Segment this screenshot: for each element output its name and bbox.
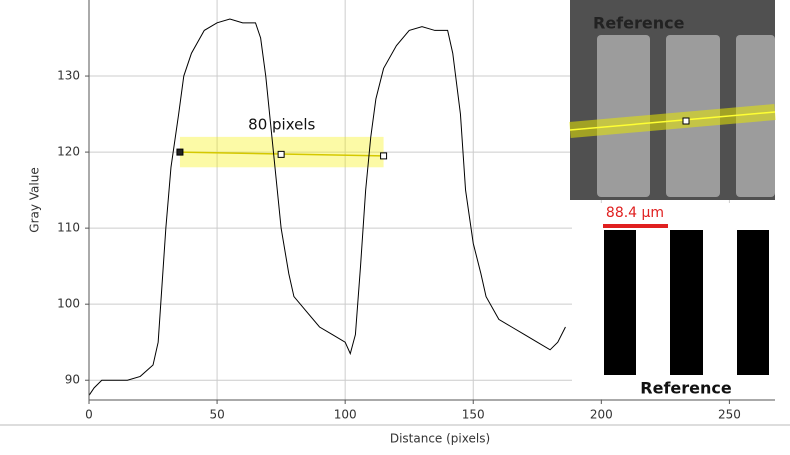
y-tick-label: 100 [57,297,80,311]
marker [277,150,285,158]
y-tick-label: 130 [57,69,80,83]
x-tick-label: 150 [462,408,485,422]
inset-label: Reference [593,14,685,33]
y-tick-label: 120 [57,145,80,159]
x-tick-label: 200 [590,408,613,422]
y-tick-label: 110 [57,221,80,235]
reference-pattern: 88.4 µm Reference [572,203,775,399]
data-line [89,18,566,396]
x-tick-label: 250 [718,408,741,422]
x-tick-label: 0 [85,408,93,422]
x-axis-title: Distance (pixels) [390,432,490,446]
scale-label: 88.4 µm [606,205,664,221]
reference-image: Reference [569,0,776,200]
plot-area: 80 pixels [89,0,775,400]
marker [380,152,388,160]
marker [176,148,184,156]
x-tick-label: 100 [334,408,357,422]
y-tick-label: 90 [65,373,80,387]
y-axis-title: Gray Value [28,167,42,232]
annotation: 80 pixels [248,115,315,133]
inset-label: Reference [640,379,732,398]
x-tick-label: 50 [209,408,224,422]
